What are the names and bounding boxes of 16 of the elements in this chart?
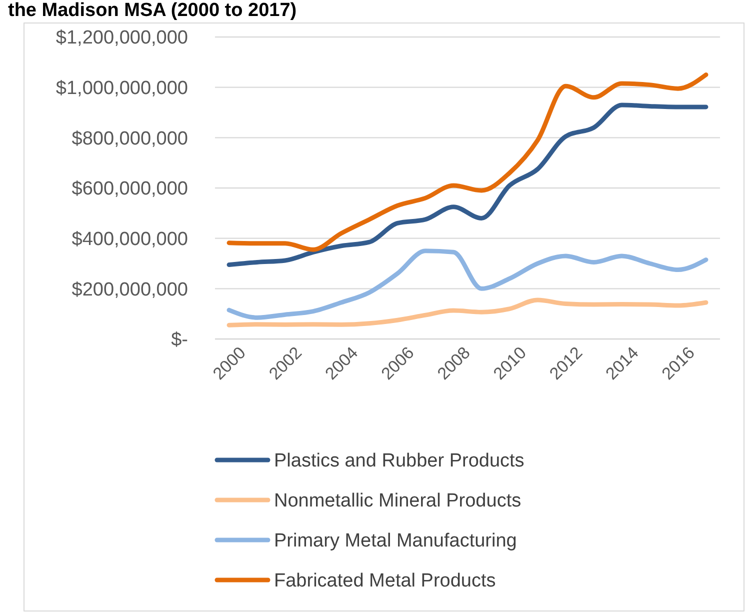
y-tick-label: $1,200,000,000: [56, 28, 188, 49]
y-tick-label: $-: [171, 330, 188, 351]
y-tick-label: $200,000,000: [72, 279, 188, 300]
line-series: [226, 248, 708, 320]
y-tick-label: $400,000,000: [72, 228, 188, 250]
y-tick-label: $1,000,000,000: [56, 78, 188, 99]
y-tick-label: $600,000,000: [72, 178, 188, 200]
legend-label: Primary Metal Manufacturing: [274, 530, 517, 552]
legend-label: Fabricated Metal Products: [274, 570, 496, 592]
legend-label: Plastics and Rubber Products: [274, 450, 524, 472]
chart-title: the Madison MSA (2000 to 2017): [8, 0, 297, 21]
y-tick-label: $800,000,000: [72, 128, 188, 150]
legend-label: Nonmetallic Mineral Products: [274, 490, 522, 512]
line-series: [226, 72, 708, 252]
line-series: [226, 298, 708, 328]
line-series: [226, 102, 708, 268]
